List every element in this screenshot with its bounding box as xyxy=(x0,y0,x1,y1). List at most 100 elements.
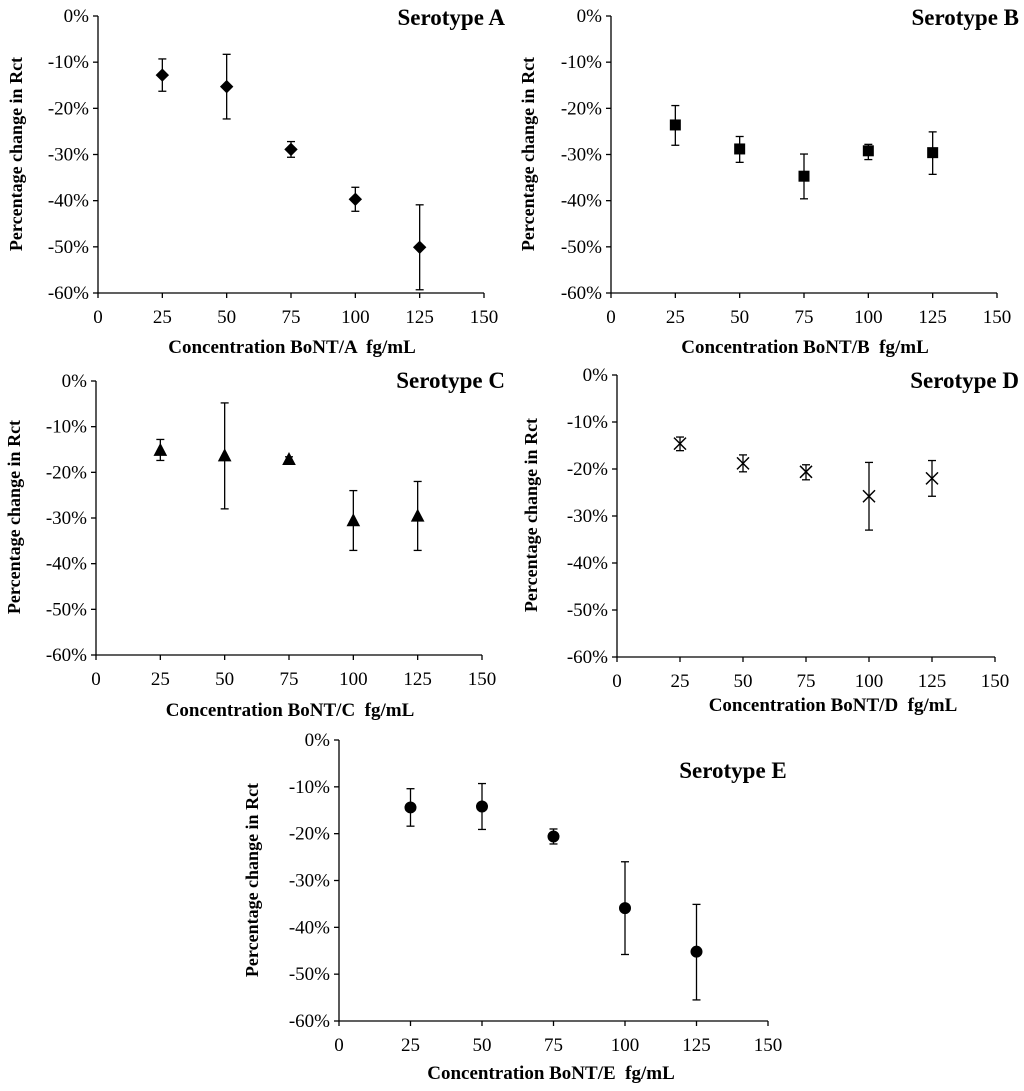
data-point-square xyxy=(669,119,681,131)
data-point-circle xyxy=(404,801,417,814)
data-point-diamond xyxy=(284,142,298,157)
y-tick-label: -60% xyxy=(46,645,87,666)
y-tick-label: -20% xyxy=(289,824,330,845)
x-axis-label: Concentration BoNT/A fg/mL xyxy=(168,337,416,358)
y-axis-label: Percentage change in Rct xyxy=(518,57,538,251)
data-point-square xyxy=(862,145,874,157)
data-point-triangle xyxy=(282,451,296,466)
x-tick-label: 150 xyxy=(470,307,499,328)
y-tick-label: -60% xyxy=(289,1011,330,1032)
x-tick-label: 150 xyxy=(981,671,1010,692)
data-point-circle xyxy=(690,945,703,958)
x-tick-label: 25 xyxy=(666,307,685,328)
x-tick-label: 75 xyxy=(282,307,301,328)
data-point-diamond xyxy=(219,79,234,94)
y-tick-label: -50% xyxy=(561,237,602,258)
x-tick-label: 25 xyxy=(153,307,172,328)
y-tick-label: -10% xyxy=(289,777,330,798)
chart-title: Serotype A xyxy=(397,5,505,30)
y-tick-label: 0% xyxy=(305,730,331,751)
y-tick-label: 0% xyxy=(64,6,90,27)
x-axis-label: Concentration BoNT/C fg/mL xyxy=(166,700,415,721)
x-tick-label: 50 xyxy=(730,307,749,328)
x-tick-label: 125 xyxy=(403,669,432,690)
chart-title: Serotype E xyxy=(679,758,787,783)
x-tick-label: 50 xyxy=(215,669,234,690)
data-point-triangle xyxy=(217,448,232,462)
y-tick-label: 0% xyxy=(62,371,88,392)
y-tick-label: -40% xyxy=(567,553,608,574)
data-point-square xyxy=(927,147,939,159)
y-tick-label: -40% xyxy=(48,191,89,212)
y-tick-label: -20% xyxy=(561,98,602,119)
data-point-x xyxy=(736,456,750,470)
data-point-circle xyxy=(476,800,488,813)
y-tick-label: -10% xyxy=(567,412,608,433)
y-axis-label: Percentage change in Rct xyxy=(521,418,541,612)
x-tick-label: 100 xyxy=(855,671,884,692)
chart-serotype-e: 0% -10% -20% -30% -40% -50% -60%0 25 50 75 100 125 1… xyxy=(242,730,787,1084)
x-tick-label: 125 xyxy=(918,671,947,692)
x-tick-label: 150 xyxy=(754,1035,783,1056)
y-tick-label: -20% xyxy=(48,98,89,119)
x-tick-label: 0 xyxy=(93,307,103,328)
chart-serotype-b: 0% -10% -20% -30% -40% -50% -60%0 25 50 75 100 125 1… xyxy=(518,5,1019,358)
y-tick-label: -60% xyxy=(567,647,608,668)
x-tick-label: 75 xyxy=(795,307,814,328)
y-tick-label: -50% xyxy=(48,237,89,258)
data-point-x xyxy=(862,489,876,503)
chart-serotype-d: 0% -10% -20% -30% -40% -50% -60%0 25 50 75 100 125 1… xyxy=(521,365,1019,716)
x-tick-label: 50 xyxy=(473,1035,492,1056)
x-tick-label: 75 xyxy=(280,669,299,690)
data-point-triangle xyxy=(346,513,361,527)
y-tick-label: -40% xyxy=(46,554,87,575)
y-tick-label: -20% xyxy=(567,459,608,480)
x-axis-label: Concentration BoNT/D fg/mL xyxy=(709,695,958,716)
y-tick-label: -40% xyxy=(561,191,602,212)
data-point-circle xyxy=(619,902,631,915)
y-tick-label: -30% xyxy=(46,508,87,529)
y-tick-label: -60% xyxy=(48,283,89,304)
y-tick-label: -10% xyxy=(46,417,87,438)
y-axis-label: Percentage change in Rct xyxy=(6,57,26,251)
y-axis-label: Percentage change in Rct xyxy=(242,783,262,977)
chart-title: Serotype B xyxy=(911,5,1019,30)
data-point-square xyxy=(798,170,810,182)
data-point-x xyxy=(799,465,813,479)
data-point-triangle xyxy=(153,442,168,456)
x-tick-label: 0 xyxy=(606,307,616,328)
data-point-x xyxy=(925,471,939,485)
chart-title: Serotype C xyxy=(396,368,505,393)
y-tick-label: -50% xyxy=(567,600,608,621)
x-tick-label: 150 xyxy=(983,307,1012,328)
x-tick-label: 50 xyxy=(217,307,236,328)
data-point-circle xyxy=(547,830,560,843)
y-tick-label: 0% xyxy=(577,6,603,27)
y-tick-label: -30% xyxy=(289,871,330,892)
data-point-square xyxy=(734,143,746,155)
x-tick-label: 25 xyxy=(671,671,690,692)
y-tick-label: -50% xyxy=(46,599,87,620)
y-tick-label: -60% xyxy=(561,283,602,304)
data-point-triangle xyxy=(410,508,425,522)
x-tick-label: 100 xyxy=(341,307,370,328)
y-tick-label: -40% xyxy=(289,917,330,938)
data-point-x xyxy=(673,437,687,451)
chart-serotype-a: 0% -10% -20% -30% -40% -50% -60%0 25 50 75 100 125 1… xyxy=(6,5,505,358)
y-tick-label: -20% xyxy=(46,462,87,483)
y-tick-label: -30% xyxy=(567,506,608,527)
chart-serotype-c: 0% -10% -20% -30% -40% -50% -60%0 25 50 75 100 125 1… xyxy=(4,368,505,721)
x-tick-label: 100 xyxy=(854,307,883,328)
x-tick-label: 150 xyxy=(468,669,497,690)
x-tick-label: 100 xyxy=(339,669,368,690)
data-point-diamond xyxy=(348,192,363,206)
x-tick-label: 25 xyxy=(401,1035,420,1056)
y-tick-label: -10% xyxy=(48,52,89,73)
y-tick-label: -30% xyxy=(48,145,89,166)
y-axis-label: Percentage change in Rct xyxy=(4,420,24,614)
data-point-diamond xyxy=(412,240,427,255)
x-tick-label: 50 xyxy=(734,671,753,692)
y-tick-label: -50% xyxy=(289,964,330,985)
x-tick-label: 75 xyxy=(797,671,816,692)
